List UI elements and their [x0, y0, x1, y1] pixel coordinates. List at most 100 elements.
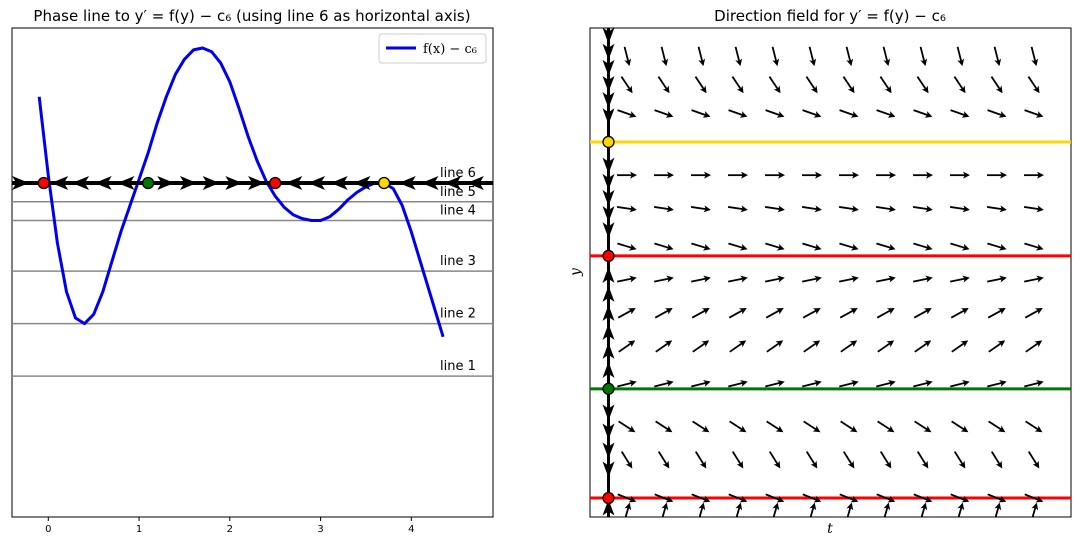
phase-arrow — [444, 176, 462, 190]
field-arrow-head — [962, 275, 970, 283]
field-arrow-shaft — [654, 309, 669, 319]
field-arrow-head — [847, 85, 855, 94]
phase-column-arrow — [602, 157, 615, 174]
field-arrow-shaft — [772, 507, 778, 517]
right-plot-area — [589, 27, 1072, 518]
field-arrow-shaft — [950, 277, 966, 283]
field-arrow-shaft — [914, 420, 928, 431]
field-arrow-head — [999, 379, 1007, 387]
field-arrow-shaft — [950, 109, 966, 116]
phase-arrow — [12, 176, 30, 190]
field-arrow-shaft — [692, 342, 706, 353]
field-arrow-shaft — [728, 242, 744, 249]
field-arrow-head — [889, 171, 896, 179]
field-arrow-shaft — [729, 420, 743, 431]
field-arrow-shaft — [805, 76, 816, 90]
phase-arrow — [353, 176, 371, 190]
field-arrow-head — [997, 308, 1006, 315]
field-arrow-head — [624, 502, 632, 511]
field-arrow-shaft — [655, 420, 669, 431]
phase-column-arrow — [602, 423, 615, 440]
field-arrow-head — [664, 340, 673, 348]
field-arrow-head — [1035, 495, 1044, 503]
field-arrow-head — [775, 308, 784, 315]
field-arrow-head — [1036, 205, 1044, 213]
field-arrow-head — [772, 502, 780, 511]
right-chart-title: Direction field for y′ = f(y) − c₆ — [714, 7, 946, 25]
left-chart-title: Phase line to y′ = f(y) − c₆ (using line… — [33, 7, 470, 25]
field-arrow-head — [628, 495, 637, 503]
field-arrow-shaft — [654, 109, 670, 116]
field-arrow-head — [849, 425, 858, 433]
field-arrow-head — [995, 460, 1003, 469]
field-arrow-shaft — [953, 451, 964, 465]
field-arrow-shaft — [840, 420, 854, 431]
field-arrow-head — [661, 502, 669, 511]
field-arrow-head — [699, 460, 707, 469]
field-arrow-head — [962, 205, 970, 213]
field-arrow-head — [814, 205, 822, 213]
field-arrow-head — [883, 502, 891, 511]
y-axis-label: y — [568, 267, 584, 277]
field-arrow-head — [814, 379, 822, 387]
phase-column-arrow — [602, 285, 615, 302]
slope-field — [616, 46, 1044, 517]
field-arrow-shaft — [653, 206, 670, 211]
field-arrow-head — [921, 460, 929, 469]
field-arrow-head — [661, 58, 669, 67]
field-arrow-shaft — [618, 420, 632, 431]
field-arrow-head — [813, 243, 822, 251]
field-arrow-shaft — [875, 206, 892, 211]
field-arrow-shaft — [990, 451, 1001, 465]
field-arrow-head — [664, 425, 673, 433]
field-arrow-head — [888, 205, 896, 213]
field-arrow-shaft — [913, 381, 929, 388]
field-arrow-head — [778, 171, 785, 179]
field-arrow-head — [665, 243, 674, 251]
field-arrow-head — [924, 111, 933, 118]
line-label: line 3 — [440, 254, 476, 269]
field-arrow-shaft — [951, 342, 965, 353]
field-arrow-head — [662, 460, 670, 469]
field-arrow-shaft — [731, 76, 742, 90]
x-tick-label: 1 — [136, 524, 142, 535]
field-arrow-head — [960, 308, 969, 315]
field-arrow-shaft — [802, 109, 818, 116]
field-arrow-shaft — [809, 507, 815, 517]
field-arrow-shaft — [802, 242, 818, 249]
field-arrow-head — [999, 275, 1007, 283]
direction-field-chart: Direction field for y′ = f(y) − c₆ t y — [568, 7, 1072, 537]
field-arrow-shaft — [691, 309, 706, 319]
field-arrow-head — [925, 379, 933, 387]
field-arrow-shaft — [876, 109, 892, 116]
field-arrow-head — [815, 171, 822, 179]
phase-arrow — [202, 176, 220, 190]
field-arrow-shaft — [988, 342, 1002, 353]
field-arrow-shaft — [913, 493, 928, 501]
field-arrow-shaft — [661, 507, 667, 517]
field-arrow-head — [1032, 85, 1040, 94]
field-arrow-head — [994, 502, 1002, 511]
field-arrow-head — [888, 275, 896, 283]
field-arrow-shaft — [883, 507, 889, 517]
field-arrow-shaft — [802, 493, 817, 501]
field-arrow-shaft — [912, 206, 929, 211]
field-arrow-shaft — [735, 507, 741, 517]
field-arrow-shaft — [842, 451, 853, 465]
field-arrow-shaft — [771, 46, 778, 62]
field-arrow-shaft — [764, 206, 781, 211]
field-arrow-shaft — [654, 277, 670, 283]
phase-column-arrow — [602, 189, 615, 206]
phase-line-chart: Phase line to y′ = f(y) − c₆ (using line… — [11, 7, 494, 535]
equilibrium-point — [269, 176, 282, 190]
phase-column-arrow — [602, 461, 615, 478]
phase-column-arrow — [602, 108, 615, 125]
field-arrow-shaft — [994, 507, 1000, 517]
field-arrow-shaft — [801, 206, 818, 211]
field-arrow-head — [888, 379, 896, 387]
field-arrow-head — [846, 502, 854, 511]
field-arrow-shaft — [617, 242, 633, 249]
field-arrow-head — [812, 425, 821, 433]
field-arrow-head — [1032, 460, 1040, 469]
phase-arrow — [117, 176, 135, 190]
